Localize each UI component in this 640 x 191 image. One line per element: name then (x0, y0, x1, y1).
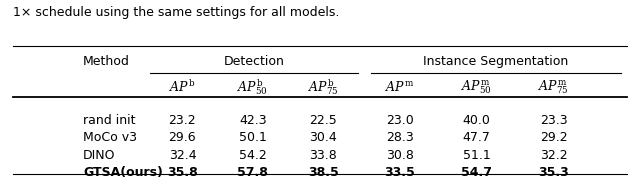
Text: 57.8: 57.8 (237, 166, 268, 179)
Text: 1× schedule using the same settings for all models.: 1× schedule using the same settings for … (13, 6, 339, 19)
Text: 23.0: 23.0 (386, 114, 414, 127)
Text: $AP^\mathrm{b}_{50}$: $AP^\mathrm{b}_{50}$ (237, 77, 268, 97)
Text: 47.7: 47.7 (463, 131, 491, 144)
Text: 54.2: 54.2 (239, 149, 267, 162)
Text: 32.4: 32.4 (168, 149, 196, 162)
Text: 42.3: 42.3 (239, 114, 267, 127)
Text: GTSA(ours): GTSA(ours) (83, 166, 163, 179)
Text: Method: Method (83, 55, 130, 68)
Text: Instance Segmentation: Instance Segmentation (424, 55, 568, 68)
Text: MoCo v3: MoCo v3 (83, 131, 137, 144)
Text: 33.5: 33.5 (385, 166, 415, 179)
Text: 29.6: 29.6 (168, 131, 196, 144)
Text: 23.3: 23.3 (540, 114, 568, 127)
Text: $AP^\mathrm{b}_{75}$: $AP^\mathrm{b}_{75}$ (308, 77, 339, 97)
Text: $AP^\mathrm{m}_{75}$: $AP^\mathrm{m}_{75}$ (538, 78, 569, 96)
Text: 38.5: 38.5 (308, 166, 339, 179)
Text: $AP^\mathrm{m}_{50}$: $AP^\mathrm{m}_{50}$ (461, 78, 492, 96)
Text: 35.3: 35.3 (538, 166, 569, 179)
Text: 54.7: 54.7 (461, 166, 492, 179)
Text: 50.1: 50.1 (239, 131, 267, 144)
Text: 30.8: 30.8 (386, 149, 414, 162)
Text: 33.8: 33.8 (309, 149, 337, 162)
Text: 40.0: 40.0 (463, 114, 491, 127)
Text: 35.8: 35.8 (167, 166, 198, 179)
Text: $AP^\mathrm{b}$: $AP^\mathrm{b}$ (169, 79, 196, 95)
Text: 28.3: 28.3 (386, 131, 414, 144)
Text: 30.4: 30.4 (309, 131, 337, 144)
Text: 23.2: 23.2 (168, 114, 196, 127)
Text: 29.2: 29.2 (540, 131, 568, 144)
Text: $AP^\mathrm{m}$: $AP^\mathrm{m}$ (385, 80, 415, 94)
Text: 51.1: 51.1 (463, 149, 491, 162)
Text: 32.2: 32.2 (540, 149, 568, 162)
Text: rand init: rand init (83, 114, 136, 127)
Text: 22.5: 22.5 (309, 114, 337, 127)
Text: DINO: DINO (83, 149, 116, 162)
Text: Detection: Detection (224, 55, 285, 68)
